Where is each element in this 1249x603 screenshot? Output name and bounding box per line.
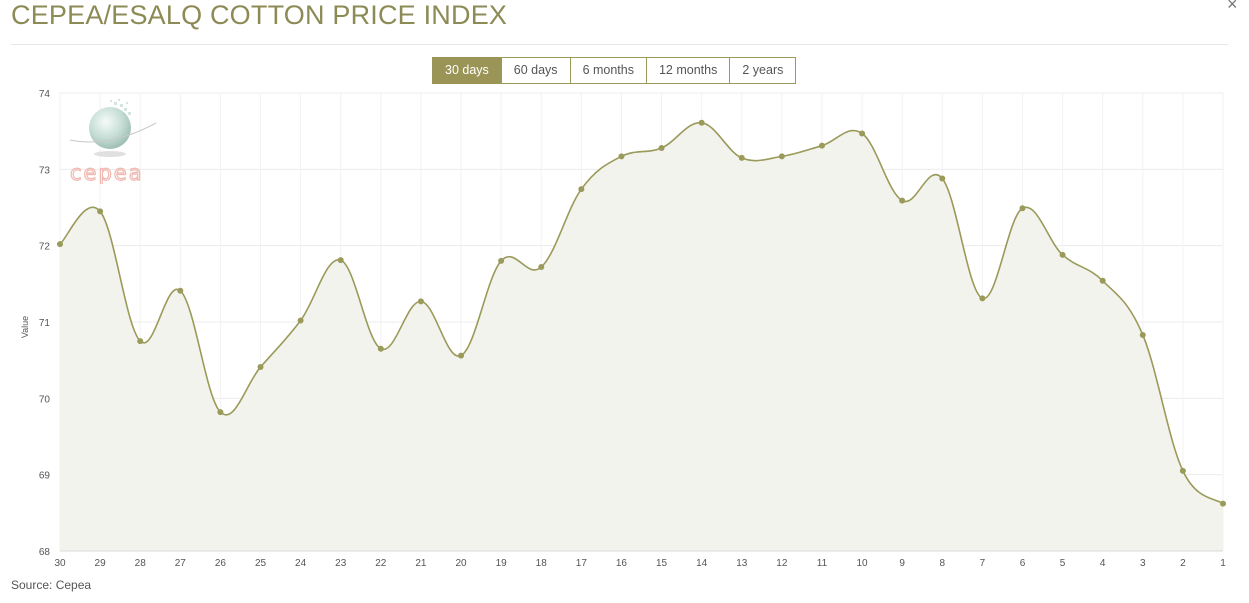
data-point bbox=[818, 142, 825, 149]
y-tick-label: 69 bbox=[39, 471, 51, 482]
x-tick-label: 2 bbox=[1180, 558, 1186, 569]
data-point bbox=[778, 153, 785, 160]
data-point bbox=[177, 287, 184, 294]
x-tick-label: 5 bbox=[1060, 558, 1066, 569]
x-tick-label: 29 bbox=[95, 558, 107, 569]
x-tick-label: 6 bbox=[1020, 558, 1026, 569]
x-tick-label: 22 bbox=[375, 558, 387, 569]
y-tick-label: 74 bbox=[39, 89, 51, 100]
x-tick-label: 1 bbox=[1220, 558, 1226, 569]
data-point bbox=[337, 257, 344, 264]
logo-text: cepea bbox=[70, 161, 144, 184]
page-title: CEPEA/ESALQ COTTON PRICE INDEX bbox=[11, 0, 508, 30]
tab-30-days[interactable]: 30 days bbox=[432, 57, 502, 84]
data-point bbox=[217, 409, 224, 416]
y-tick-label: 68 bbox=[39, 547, 51, 558]
x-tick-label: 7 bbox=[980, 558, 986, 569]
source-note: Source: Cepea bbox=[11, 578, 92, 592]
x-tick-label: 26 bbox=[215, 558, 227, 569]
data-point bbox=[97, 208, 104, 215]
data-point bbox=[698, 119, 705, 126]
data-point bbox=[1019, 205, 1026, 212]
x-tick-label: 10 bbox=[857, 558, 869, 569]
x-tick-label: 17 bbox=[576, 558, 588, 569]
data-point bbox=[1179, 467, 1186, 474]
tab-60-days[interactable]: 60 days bbox=[500, 57, 571, 84]
data-point bbox=[498, 257, 505, 264]
period-tabs: 30 days 60 days 6 months 12 months 2 yea… bbox=[432, 57, 797, 84]
data-point bbox=[137, 338, 144, 345]
x-tick-label: 25 bbox=[255, 558, 267, 569]
x-tick-label: 8 bbox=[939, 558, 945, 569]
y-tick-label: 70 bbox=[39, 394, 51, 405]
x-tick-label: 9 bbox=[899, 558, 905, 569]
data-point bbox=[1220, 500, 1226, 507]
tab-12-months[interactable]: 12 months bbox=[645, 57, 731, 84]
series-area bbox=[60, 122, 1223, 552]
data-point bbox=[578, 186, 585, 193]
x-tick-label: 16 bbox=[616, 558, 628, 569]
data-point bbox=[458, 352, 465, 359]
y-axis-label: Value bbox=[20, 316, 30, 338]
x-tick-label: 15 bbox=[656, 558, 668, 569]
x-tick-label: 23 bbox=[335, 558, 347, 569]
x-tick-label: 30 bbox=[54, 558, 66, 569]
close-icon[interactable]: × bbox=[1227, 0, 1238, 14]
title-divider bbox=[11, 44, 1228, 45]
data-point bbox=[939, 175, 946, 182]
data-point bbox=[417, 298, 424, 305]
tab-6-months[interactable]: 6 months bbox=[569, 57, 647, 84]
y-tick-label: 72 bbox=[39, 242, 51, 253]
x-tick-label: 14 bbox=[696, 558, 708, 569]
data-point bbox=[738, 154, 745, 161]
data-point bbox=[57, 241, 63, 248]
data-point bbox=[658, 144, 665, 151]
data-point bbox=[377, 345, 384, 352]
data-point bbox=[538, 264, 545, 271]
x-tick-label: 21 bbox=[415, 558, 427, 569]
data-point bbox=[859, 130, 866, 137]
x-tick-label: 13 bbox=[736, 558, 748, 569]
y-tick-label: 73 bbox=[39, 165, 51, 176]
cepea-logo: cepea bbox=[69, 99, 157, 184]
x-tick-label: 19 bbox=[496, 558, 508, 569]
x-tick-label: 11 bbox=[817, 558, 828, 569]
y-tick-label: 71 bbox=[39, 318, 51, 329]
x-tick-label: 3 bbox=[1140, 558, 1146, 569]
x-tick-label: 28 bbox=[135, 558, 147, 569]
data-point bbox=[1099, 277, 1106, 284]
data-point bbox=[899, 197, 906, 204]
data-point bbox=[257, 364, 264, 371]
data-point bbox=[618, 153, 625, 160]
x-tick-label: 12 bbox=[776, 558, 788, 569]
data-point bbox=[1139, 331, 1146, 338]
x-tick-label: 18 bbox=[536, 558, 548, 569]
tab-2-years[interactable]: 2 years bbox=[729, 57, 797, 84]
x-tick-label: 27 bbox=[175, 558, 187, 569]
x-tick-label: 24 bbox=[295, 558, 307, 569]
data-point bbox=[979, 295, 986, 302]
data-point bbox=[297, 317, 304, 324]
x-tick-label: 20 bbox=[455, 558, 467, 569]
x-tick-label: 4 bbox=[1100, 558, 1106, 569]
data-point bbox=[1059, 251, 1066, 258]
